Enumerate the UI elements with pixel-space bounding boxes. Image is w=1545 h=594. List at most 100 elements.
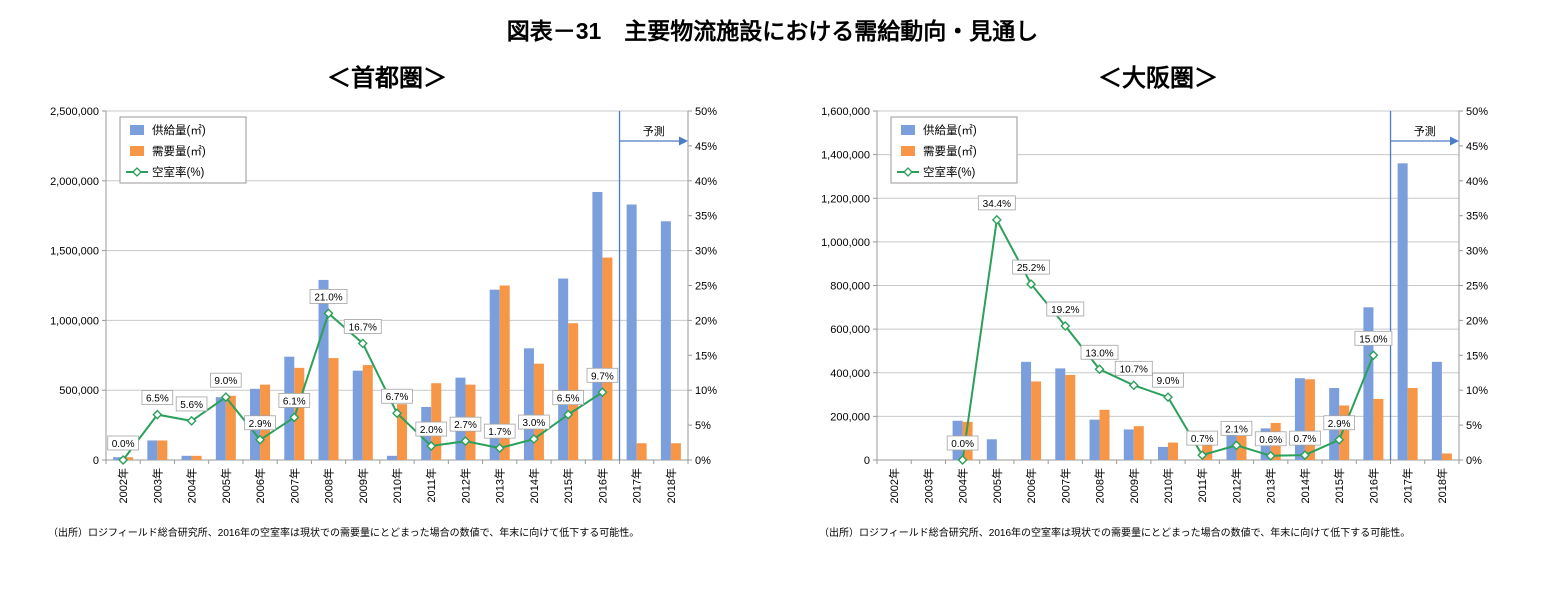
svg-text:2017年: 2017年 bbox=[1401, 468, 1415, 503]
svg-text:2003年: 2003年 bbox=[150, 468, 164, 503]
svg-text:2004年: 2004年 bbox=[185, 468, 199, 503]
svg-text:1.7%: 1.7% bbox=[488, 427, 511, 438]
svg-text:5%: 5% bbox=[1466, 420, 1482, 432]
svg-text:2018年: 2018年 bbox=[664, 468, 678, 503]
svg-text:40%: 40% bbox=[695, 176, 717, 188]
svg-text:需要量(㎡): 需要量(㎡) bbox=[923, 145, 977, 158]
bars-supply bbox=[952, 163, 1442, 460]
svg-text:2018年: 2018年 bbox=[1435, 468, 1449, 503]
y-axis-right-labels: 0% 5% 10% 15% 20% 25% 30% 35% 40% 45% 50% bbox=[688, 106, 717, 467]
svg-text:2003年: 2003年 bbox=[921, 468, 935, 503]
svg-text:空室率(%): 空室率(%) bbox=[923, 165, 976, 179]
svg-text:25%: 25% bbox=[695, 281, 717, 293]
svg-text:2.9%: 2.9% bbox=[1328, 419, 1351, 430]
svg-text:2010年: 2010年 bbox=[1161, 468, 1175, 503]
svg-text:20%: 20% bbox=[1466, 315, 1488, 327]
source-note-osaka: （出所）ロジフィールド総合研究所、2016年の空室率は現状での需要量にとどまった… bbox=[819, 528, 1411, 539]
svg-text:600,000: 600,000 bbox=[830, 324, 870, 336]
chart-tokyo-area: ＜首都圏＞ 0 500,000 1,000,000 1,500,000 2,000,00… bbox=[42, 50, 732, 539]
svg-text:需要量(㎡): 需要量(㎡) bbox=[152, 145, 206, 158]
svg-text:2016年: 2016年 bbox=[1366, 468, 1380, 503]
chart-canvas-tokyo: 0 500,000 1,000,000 1,500,000 2,000,000 2,500… bbox=[50, 106, 717, 503]
charts-row: ＜首都圏＞ 0 500,000 1,000,000 1,500,000 2,000,00… bbox=[0, 50, 1545, 539]
svg-text:2005年: 2005年 bbox=[219, 468, 233, 503]
svg-text:800,000: 800,000 bbox=[830, 281, 870, 293]
svg-text:500,000: 500,000 bbox=[59, 385, 99, 397]
figure-title: 図表－31 主要物流施設における需給動向・見通し bbox=[506, 18, 1039, 44]
svg-text:19.2%: 19.2% bbox=[1051, 305, 1079, 316]
svg-text:30%: 30% bbox=[695, 246, 717, 258]
svg-text:2012年: 2012年 bbox=[1229, 468, 1243, 503]
svg-text:0.0%: 0.0% bbox=[951, 439, 974, 450]
svg-text:15.0%: 15.0% bbox=[1359, 334, 1387, 345]
svg-text:2002年: 2002年 bbox=[887, 468, 901, 503]
svg-text:1,200,000: 1,200,000 bbox=[821, 193, 870, 205]
svg-text:0.7%: 0.7% bbox=[1294, 434, 1317, 445]
svg-text:2,000,000: 2,000,000 bbox=[50, 176, 99, 188]
x-axis-labels: 2002年 2003年 2004年 2005年 2006年 2007年 2008年 2009年… bbox=[105, 460, 689, 503]
svg-text:1,400,000: 1,400,000 bbox=[821, 150, 870, 162]
svg-text:2005年: 2005年 bbox=[990, 468, 1004, 503]
svg-text:予測: 予測 bbox=[643, 124, 665, 138]
svg-text:9.0%: 9.0% bbox=[1157, 376, 1180, 387]
svg-text:2007年: 2007年 bbox=[1058, 468, 1072, 503]
svg-text:1,500,000: 1,500,000 bbox=[50, 246, 99, 258]
bars-demand bbox=[962, 374, 1452, 460]
svg-text:34.4%: 34.4% bbox=[983, 199, 1011, 210]
svg-text:16.7%: 16.7% bbox=[349, 322, 377, 333]
svg-text:2.0%: 2.0% bbox=[420, 425, 443, 436]
svg-text:予測: 予測 bbox=[1414, 124, 1436, 138]
svg-text:2011年: 2011年 bbox=[424, 468, 438, 503]
figure-page: 図表－31 主要物流施設における需給動向・見通し ＜首都圏＞ 0 500,000 1… bbox=[0, 18, 1545, 539]
bars-supply bbox=[113, 191, 671, 460]
forecast-annotation: 予測 bbox=[618, 111, 688, 460]
svg-text:1,000,000: 1,000,000 bbox=[821, 237, 870, 249]
svg-text:0%: 0% bbox=[1466, 455, 1482, 467]
forecast-annotation: 予測 bbox=[1389, 111, 1459, 460]
svg-text:2010年: 2010年 bbox=[390, 468, 404, 503]
svg-text:2009年: 2009年 bbox=[1127, 468, 1141, 503]
svg-text:2.7%: 2.7% bbox=[454, 420, 477, 431]
svg-text:6.5%: 6.5% bbox=[146, 394, 169, 405]
svg-text:3.0%: 3.0% bbox=[523, 418, 546, 429]
svg-text:2014年: 2014年 bbox=[1298, 468, 1312, 503]
svg-text:0.0%: 0.0% bbox=[112, 439, 135, 450]
svg-text:2,500,000: 2,500,000 bbox=[50, 106, 99, 118]
svg-text:0.6%: 0.6% bbox=[1259, 435, 1282, 446]
svg-text:50%: 50% bbox=[1466, 106, 1488, 118]
svg-text:15%: 15% bbox=[695, 350, 717, 362]
svg-text:45%: 45% bbox=[695, 141, 717, 153]
svg-text:空室率(%): 空室率(%) bbox=[152, 165, 205, 179]
svg-text:0: 0 bbox=[864, 455, 870, 467]
svg-text:2.9%: 2.9% bbox=[249, 419, 272, 430]
chart-title-tokyo: ＜首都圏＞ bbox=[327, 65, 447, 92]
svg-text:9.7%: 9.7% bbox=[591, 371, 614, 382]
vacancy-point-labels: 0.0% 6.5% 5.6% 9.0% 2.9% 6.1% 21.0% 16.7% 6.7% 2.… bbox=[107, 289, 619, 451]
chart-canvas-osaka: 0 200,000 400,000 600,000 800,000 1,000,000 1,… bbox=[821, 106, 1488, 503]
svg-text:2015年: 2015年 bbox=[561, 468, 575, 503]
svg-text:25%: 25% bbox=[1466, 281, 1488, 293]
source-note-tokyo: （出所）ロジフィールド総合研究所、2016年の空室率は現状での需要量にとどまった… bbox=[48, 528, 640, 539]
svg-text:9.0%: 9.0% bbox=[214, 376, 237, 387]
svg-text:2015年: 2015年 bbox=[1332, 468, 1346, 503]
svg-text:5.6%: 5.6% bbox=[180, 400, 203, 411]
svg-text:25.2%: 25.2% bbox=[1017, 263, 1045, 274]
svg-text:1,600,000: 1,600,000 bbox=[821, 106, 870, 118]
chart-title-osaka: ＜大阪圏＞ bbox=[1098, 65, 1218, 92]
vacancy-point-labels: 0.0% 34.4% 25.2% 19.2% 13.0% 10.7% 9.0% 0.7% 2.1… bbox=[946, 195, 1393, 451]
svg-text:0: 0 bbox=[93, 455, 99, 467]
svg-text:0.7%: 0.7% bbox=[1191, 434, 1214, 445]
svg-text:供給量(㎡): 供給量(㎡) bbox=[923, 123, 977, 137]
svg-text:6.1%: 6.1% bbox=[283, 396, 306, 407]
chart-osaka-area: ＜大阪圏＞ 0 200,000 400,000 600,000 800,000 1,000… bbox=[813, 50, 1503, 539]
y-axis-left-labels: 0 200,000 400,000 600,000 800,000 1,000,000 1,… bbox=[821, 106, 877, 467]
svg-text:2016年: 2016年 bbox=[595, 468, 609, 503]
svg-text:40%: 40% bbox=[1466, 176, 1488, 188]
svg-text:10%: 10% bbox=[695, 385, 717, 397]
svg-text:1,000,000: 1,000,000 bbox=[50, 315, 99, 327]
svg-text:2013年: 2013年 bbox=[493, 468, 507, 503]
svg-text:2006年: 2006年 bbox=[1024, 468, 1038, 503]
svg-text:0%: 0% bbox=[695, 455, 711, 467]
svg-text:2007年: 2007年 bbox=[287, 468, 301, 503]
svg-text:2008年: 2008年 bbox=[1093, 468, 1107, 503]
